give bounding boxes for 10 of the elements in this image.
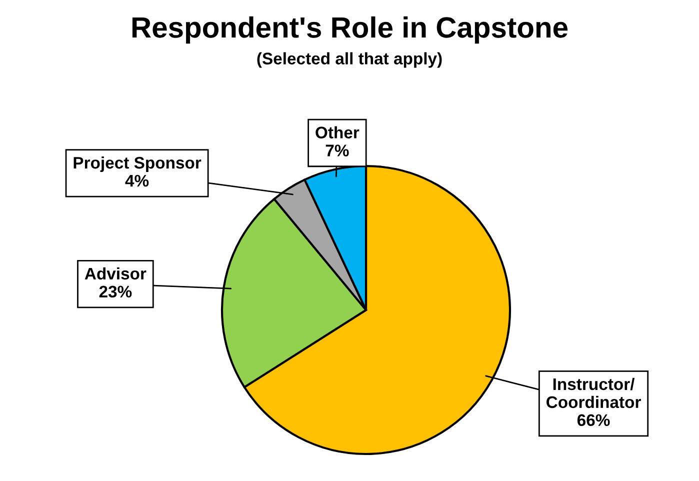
slice-label: Other <box>316 126 360 138</box>
slice-label: Project Sponsor <box>74 156 202 172</box>
data-label: 66% <box>577 414 610 426</box>
chart-subtitle: (Selected all that apply) <box>257 52 442 68</box>
slice-label: Instructor/ Coordinator <box>546 378 641 408</box>
data-label: 4% <box>125 174 149 187</box>
data-label: 23% <box>99 286 132 298</box>
chart-title: Respondent's Role in Capstone <box>132 16 568 44</box>
slice-label: Advisor <box>84 267 146 280</box>
data-label: 7% <box>326 144 349 156</box>
